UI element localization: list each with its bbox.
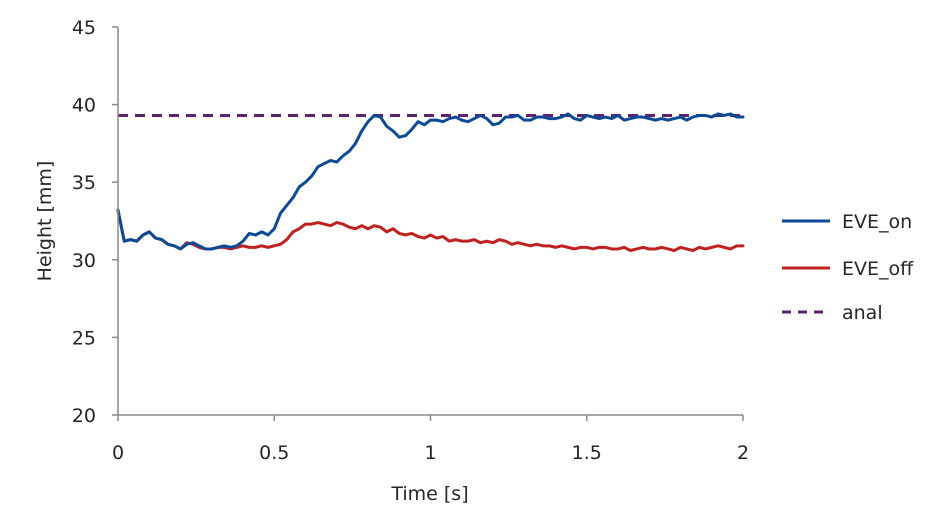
y-tick-label: 30 — [72, 250, 96, 272]
x-tick-label: 2 — [737, 442, 749, 464]
legend-label: EVE_off — [842, 258, 914, 280]
x-axis-title: Time [s] — [390, 483, 468, 505]
x-tick-label: 0 — [112, 442, 124, 464]
y-tick-label: 40 — [72, 95, 96, 117]
x-tick-label: 0.5 — [259, 442, 289, 464]
legend-label: anal — [842, 302, 883, 324]
axis-ticks: 20 25 30 35 40 45 0 0.5 1 1.5 2 — [72, 17, 749, 464]
plot-area — [116, 112, 745, 252]
series-line-eve-on — [116, 112, 745, 251]
y-tick-label: 20 — [72, 405, 96, 427]
axes — [117, 27, 743, 416]
y-tick-label: 35 — [72, 172, 96, 194]
y-axis-title: Height [mm] — [34, 161, 56, 282]
y-tick-label: 25 — [72, 327, 96, 349]
series-line-eve-off — [116, 208, 745, 252]
x-tick-label: 1 — [424, 442, 436, 464]
legend-label: EVE_on — [842, 211, 912, 233]
x-tick-label: 1.5 — [572, 442, 602, 464]
y-tick-label: 45 — [72, 17, 96, 39]
